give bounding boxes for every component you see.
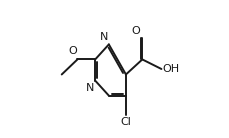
Text: Cl: Cl	[120, 117, 131, 127]
Text: N: N	[99, 32, 108, 42]
Text: O: O	[131, 26, 140, 35]
Text: O: O	[68, 46, 77, 56]
Text: N: N	[86, 83, 94, 93]
Text: OH: OH	[162, 64, 179, 74]
